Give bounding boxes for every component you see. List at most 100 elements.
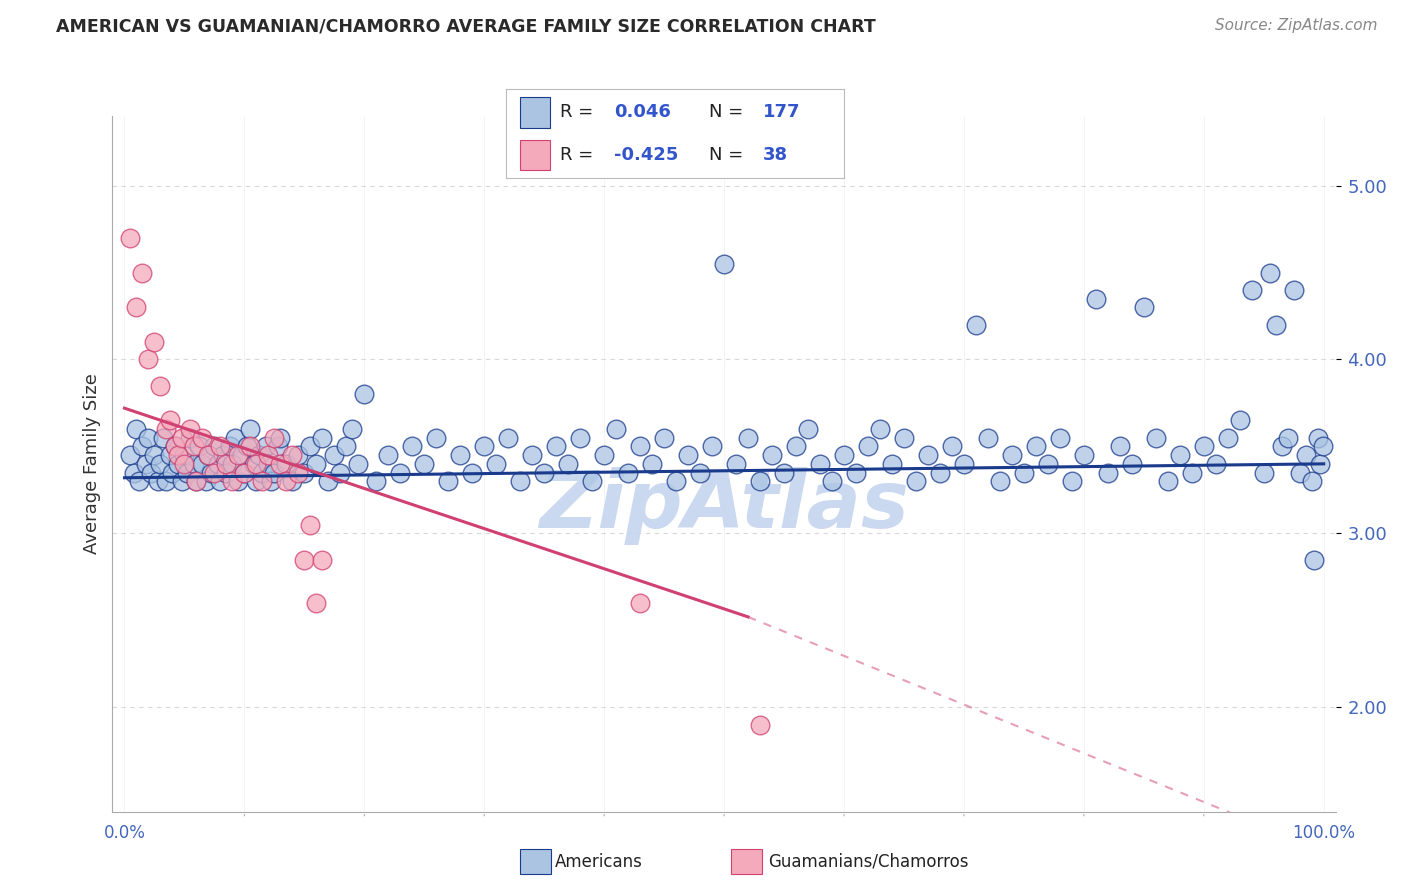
Point (472, 440, 495, 454)
Point (689, 466, 711, 480)
Point (263, 431, 285, 445)
Point (1060, 475, 1083, 489)
Point (1133, 300, 1156, 315)
Point (292, 552, 315, 566)
Point (1084, 292, 1107, 306)
Point (128, 475, 150, 489)
Point (676, 448, 699, 462)
Point (353, 387, 375, 401)
Point (1205, 457, 1227, 471)
Point (215, 457, 238, 471)
Point (305, 596, 328, 610)
Point (1012, 466, 1035, 480)
Point (299, 440, 322, 454)
Point (159, 448, 181, 462)
Point (1192, 440, 1215, 454)
Point (231, 448, 253, 462)
Point (761, 448, 783, 462)
Point (1121, 457, 1143, 471)
Text: N =: N = (709, 103, 742, 121)
Point (401, 440, 423, 454)
Point (163, 440, 186, 454)
Point (389, 466, 412, 480)
Point (287, 466, 309, 480)
Point (893, 431, 915, 445)
Point (797, 422, 820, 436)
Text: ZipAtlas: ZipAtlas (538, 467, 910, 545)
Point (236, 440, 259, 454)
Point (335, 440, 357, 454)
Point (276, 475, 298, 489)
Point (485, 457, 508, 471)
Point (977, 431, 1000, 445)
Point (605, 422, 627, 436)
Point (287, 448, 309, 462)
Point (197, 448, 219, 462)
Point (581, 475, 603, 489)
Point (173, 457, 195, 471)
Point (1258, 266, 1281, 280)
Point (1036, 457, 1059, 471)
Point (191, 431, 214, 445)
Point (260, 475, 283, 489)
Point (247, 448, 270, 462)
Point (869, 422, 891, 436)
Point (546, 440, 568, 454)
Point (785, 440, 807, 454)
Point (163, 440, 186, 454)
Point (1216, 431, 1239, 445)
Point (233, 466, 256, 480)
Point (187, 440, 209, 454)
Point (953, 457, 976, 471)
Point (1264, 318, 1286, 332)
Point (152, 431, 174, 445)
Point (1144, 431, 1167, 445)
Point (1312, 440, 1334, 454)
Point (856, 440, 879, 454)
Point (138, 431, 160, 445)
Point (1001, 448, 1024, 462)
Point (305, 457, 328, 471)
Point (737, 431, 759, 445)
Point (252, 475, 274, 489)
Point (1168, 448, 1191, 462)
Text: R =: R = (560, 146, 593, 164)
Point (228, 475, 250, 489)
Point (941, 440, 963, 454)
Point (1306, 431, 1329, 445)
Point (155, 475, 177, 489)
Point (254, 440, 277, 454)
Point (323, 448, 346, 462)
Point (269, 457, 291, 471)
Point (167, 448, 190, 462)
Point (202, 440, 225, 454)
Point (143, 448, 166, 462)
Point (1309, 457, 1331, 471)
Point (318, 475, 340, 489)
Point (808, 457, 831, 471)
Point (224, 431, 246, 445)
Point (965, 318, 987, 332)
Point (243, 457, 266, 471)
Point (311, 552, 333, 566)
Point (1097, 466, 1119, 480)
Point (195, 475, 218, 489)
Point (257, 448, 280, 462)
Point (159, 413, 181, 427)
Point (437, 475, 460, 489)
Point (1181, 466, 1204, 480)
Point (749, 717, 772, 731)
Point (1108, 440, 1130, 454)
Point (239, 440, 262, 454)
Point (845, 466, 868, 480)
Point (207, 457, 229, 471)
Point (219, 440, 242, 454)
Point (183, 457, 205, 471)
Point (179, 431, 201, 445)
Point (641, 457, 664, 471)
Point (1240, 283, 1263, 297)
Point (821, 475, 844, 489)
Point (425, 431, 447, 445)
Point (167, 457, 190, 471)
Point (292, 466, 315, 480)
